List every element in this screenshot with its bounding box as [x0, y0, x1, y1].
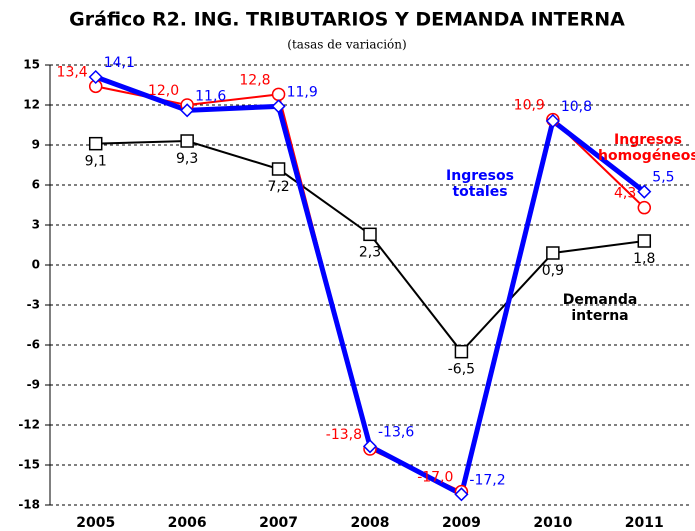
series-label: Demanda interna	[562, 292, 638, 324]
y-tick-label: 15	[23, 58, 40, 72]
value-label: 0,9	[542, 263, 564, 279]
y-tick-label: 12	[23, 98, 40, 112]
x-tick-label: 2009	[442, 515, 481, 531]
marker	[271, 162, 286, 176]
x-tick-label: 2007	[259, 515, 298, 531]
marker	[271, 99, 286, 114]
value-label: 12,8	[239, 72, 270, 88]
value-label: 4,3	[614, 186, 636, 202]
y-tick-label: 0	[32, 258, 40, 272]
value-label: 10,8	[561, 99, 592, 115]
value-label: 1,8	[633, 251, 655, 267]
value-label: -17,2	[469, 472, 505, 488]
marker	[180, 134, 194, 148]
marker	[454, 487, 469, 502]
marker	[454, 344, 469, 359]
value-label: 14,1	[104, 55, 135, 71]
marker	[271, 87, 286, 102]
value-label: 7,2	[267, 179, 289, 195]
value-label: 13,4	[57, 64, 88, 80]
value-label: 11,6	[195, 88, 226, 104]
y-tick-label: -9	[27, 378, 40, 392]
value-label: 12,0	[148, 83, 179, 99]
y-tick-label: 6	[32, 178, 40, 192]
marker	[362, 439, 378, 454]
value-label: 9,3	[176, 151, 198, 167]
marker	[546, 246, 560, 260]
y-tick-label: -12	[18, 418, 40, 432]
x-tick-label: 2006	[168, 515, 207, 531]
y-tick-label: -18	[18, 498, 40, 512]
value-label: 5,5	[652, 170, 674, 186]
y-tick-label: -6	[27, 338, 40, 352]
series-line	[94, 74, 646, 499]
marker	[180, 103, 195, 118]
x-tick-label: 2005	[76, 515, 115, 531]
marker	[637, 184, 652, 199]
chart-subtitle: (tasas de variación)	[287, 38, 406, 52]
series-label: Ingresos totales	[446, 168, 514, 200]
value-label: -13,6	[378, 424, 414, 440]
value-label: 2,3	[359, 244, 381, 260]
marker	[363, 227, 377, 242]
x-tick-label: 2011	[625, 515, 664, 531]
marker	[88, 136, 103, 151]
x-tick-label: 2008	[351, 515, 390, 531]
marker	[88, 69, 103, 85]
value-label: 11,9	[287, 84, 318, 100]
marker	[637, 234, 652, 248]
series-line	[95, 85, 645, 494]
y-tick-label: -15	[18, 458, 40, 472]
x-tick-label: 2010	[533, 515, 572, 531]
series-label: Ingresos homogéneos	[598, 132, 695, 164]
value-label: -6,5	[448, 362, 475, 378]
value-label: -17,0	[417, 470, 453, 486]
y-tick-label: 3	[32, 218, 40, 232]
y-tick-label: 9	[32, 138, 40, 152]
value-label: 9,1	[85, 154, 107, 170]
value-label: 10,9	[514, 98, 545, 114]
value-label: -13,8	[326, 427, 362, 443]
marker	[545, 113, 560, 129]
marker	[637, 200, 652, 215]
chart-title: Gráfico R2. ING. TRIBUTARIOS Y DEMANDA I…	[69, 9, 625, 31]
y-tick-label: -3	[27, 298, 40, 312]
